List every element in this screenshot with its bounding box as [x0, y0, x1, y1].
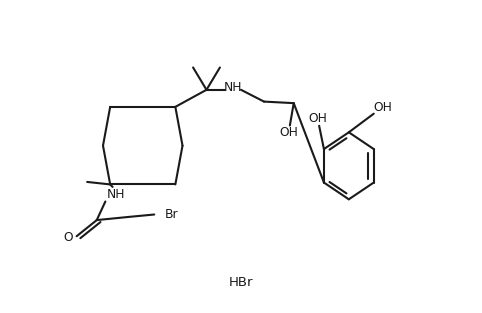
Text: OH: OH	[373, 101, 392, 114]
Text: NH: NH	[107, 188, 125, 201]
Text: NH: NH	[224, 81, 242, 94]
Text: Br: Br	[165, 208, 178, 221]
Text: OH: OH	[280, 126, 298, 139]
Text: HBr: HBr	[229, 276, 253, 289]
Text: OH: OH	[309, 112, 328, 126]
Text: O: O	[63, 231, 73, 244]
